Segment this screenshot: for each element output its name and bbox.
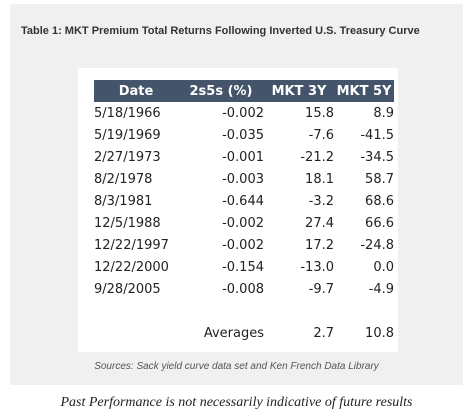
average-mkt-5y: 10.8: [365, 325, 394, 341]
table-body: 5/18/1966 -0.002 15.8 8.9 5/19/1969 -0.0…: [94, 102, 394, 344]
cell-mkt-5y: -41.5: [360, 127, 394, 143]
cell-date: 12/22/2000: [94, 259, 169, 275]
cell-mkt-5y: 0.0: [373, 259, 394, 275]
cell-mkt-5y: 66.6: [365, 215, 394, 231]
cell-date: 8/3/1981: [94, 193, 153, 209]
cell-mkt-5y: -34.5: [360, 149, 394, 165]
averages-empty-cell: [94, 322, 178, 344]
cell-mkt-3y: 18.1: [305, 171, 334, 187]
cell-date: 12/22/1997: [94, 237, 169, 253]
cell-mkt-3y: 17.2: [305, 237, 334, 253]
cell-mkt-3y: -9.7: [308, 281, 334, 297]
table-row: 8/2/1978 -0.003 18.1 58.7: [94, 168, 394, 190]
table-row: 12/22/2000 -0.154 -13.0 0.0: [94, 256, 394, 278]
averages-label: Averages: [203, 325, 264, 341]
cell-mkt-5y: 8.9: [373, 105, 394, 121]
source-note: Sources: Sack yield curve data set and K…: [94, 361, 379, 372]
returns-table: Date 2s5s (%) MKT 3Y MKT 5Y 5/18/1966 -0…: [94, 80, 394, 344]
cell-mkt-5y: -4.9: [368, 281, 394, 297]
table-row: 5/19/1969 -0.035 -7.6 -41.5: [94, 124, 394, 146]
cell-mkt-3y: 27.4: [305, 215, 334, 231]
cell-date: 5/19/1969: [94, 127, 161, 143]
spacer-cell: [94, 300, 394, 322]
table-title: Table 1: MKT Premium Total Returns Follo…: [21, 25, 420, 37]
table-card: Date 2s5s (%) MKT 3Y MKT 5Y 5/18/1966 -0…: [78, 68, 398, 352]
table-row: 2/27/1973 -0.001 -21.2 -34.5: [94, 146, 394, 168]
table-row: 9/28/2005 -0.008 -9.7 -4.9: [94, 278, 394, 300]
cell-mkt-3y: -13.0: [300, 259, 334, 275]
table-figure-panel: Table 1: MKT Premium Total Returns Follo…: [10, 4, 463, 385]
cell-mkt-3y: -3.2: [308, 193, 334, 209]
cell-2s5s: -0.002: [222, 215, 264, 231]
header-2s5s: 2s5s (%): [178, 80, 264, 102]
averages-row: Averages 2.7 10.8: [94, 322, 394, 344]
disclaimer-text: Past Performance is not necessarily indi…: [60, 395, 413, 410]
table-row: 8/3/1981 -0.644 -3.2 68.6: [94, 190, 394, 212]
cell-2s5s: -0.644: [222, 193, 264, 209]
cell-date: 5/18/1966: [94, 105, 161, 121]
table-row: 12/5/1988 -0.002 27.4 66.6: [94, 212, 394, 234]
header-mkt-3y: MKT 3Y: [264, 80, 334, 102]
table-spacer-row: [94, 300, 394, 322]
cell-mkt-3y: -21.2: [300, 149, 334, 165]
cell-2s5s: -0.002: [222, 105, 264, 121]
cell-2s5s: -0.003: [222, 171, 264, 187]
table-header-row: Date 2s5s (%) MKT 3Y MKT 5Y: [94, 80, 394, 102]
cell-date: 12/5/1988: [94, 215, 161, 231]
cell-2s5s: -0.008: [222, 281, 264, 297]
header-date: Date: [94, 80, 178, 102]
header-mkt-5y: MKT 5Y: [334, 80, 394, 102]
cell-2s5s: -0.035: [222, 127, 264, 143]
cell-mkt-3y: -7.6: [308, 127, 334, 143]
average-mkt-3y: 2.7: [313, 325, 334, 341]
cell-date: 9/28/2005: [94, 281, 161, 297]
cell-2s5s: -0.154: [222, 259, 264, 275]
cell-2s5s: -0.001: [222, 149, 264, 165]
table-row: 12/22/1997 -0.002 17.2 -24.8: [94, 234, 394, 256]
cell-date: 8/2/1978: [94, 171, 153, 187]
cell-date: 2/27/1973: [94, 149, 161, 165]
cell-2s5s: -0.002: [222, 237, 264, 253]
cell-mkt-5y: 58.7: [365, 171, 394, 187]
table-row: 5/18/1966 -0.002 15.8 8.9: [94, 102, 394, 124]
cell-mkt-5y: -24.8: [360, 237, 394, 253]
cell-mkt-5y: 68.6: [365, 193, 394, 209]
cell-mkt-3y: 15.8: [305, 105, 334, 121]
